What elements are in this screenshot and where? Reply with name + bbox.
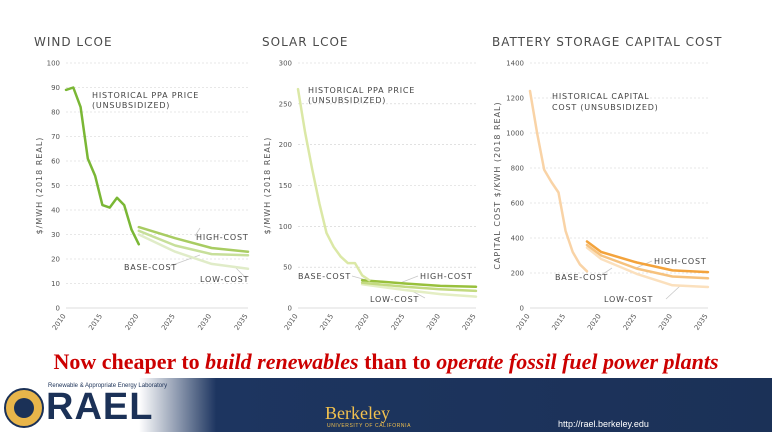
x-tick-label: 2025 <box>622 313 639 332</box>
y-tick-label: 300 <box>279 60 292 68</box>
series-line-base-cost <box>360 281 478 293</box>
x-tick-label: 2015 <box>87 313 104 332</box>
y-tick-label: 1200 <box>506 95 524 103</box>
y-tick-label: 1400 <box>506 60 524 68</box>
chart-title: WIND LCOE <box>34 35 113 49</box>
annotation-historical: HISTORICAL CAPITAL <box>552 92 649 101</box>
y-tick-label: 90 <box>51 84 60 92</box>
y-tick-label: 250 <box>279 100 292 108</box>
annotation-base: BASE-COST <box>298 272 351 281</box>
y-tick-label: 10 <box>51 280 60 288</box>
y-axis-label: CAPITAL COST $/KWH (2018 REAL) <box>493 101 502 269</box>
x-tick-label: 2020 <box>586 313 603 332</box>
annotation-historical2: COST (UNSUBSIDIZED) <box>552 103 659 112</box>
x-tick-label: 2025 <box>390 313 407 332</box>
chart-title: SOLAR LCOE <box>262 35 348 49</box>
annotation-low: LOW-COST <box>370 295 419 304</box>
leader-line <box>665 285 681 300</box>
y-tick-label: 100 <box>279 223 292 231</box>
series-line-historical <box>528 89 589 273</box>
y-tick-label: 0 <box>520 305 524 313</box>
series-line-low-cost <box>585 246 710 289</box>
headline-part-2: build renewables <box>205 349 359 374</box>
y-tick-label: 30 <box>51 231 60 239</box>
annotation-high: HIGH-COST <box>196 233 249 242</box>
chart-2: SOLAR LCOE 0 50 100 150 200 250 300 2010 2015 2020… <box>262 35 478 332</box>
annotation-historical: HISTORICAL PPA PRICE <box>308 86 415 95</box>
x-tick-label: 2010 <box>283 313 300 332</box>
berkeley-logo: Berkeley <box>325 403 390 423</box>
series-line-historical <box>296 87 371 282</box>
annotation-high: HIGH-COST <box>654 257 707 266</box>
y-tick-label: 50 <box>283 264 292 272</box>
uc-seal-icon <box>4 388 44 428</box>
series-line-high-cost <box>137 225 250 253</box>
y-tick-label: 100 <box>47 60 60 68</box>
y-tick-label: 0 <box>288 305 292 313</box>
chart-3: BATTERY STORAGE CAPITAL COST 0 200 400 600 80… <box>492 35 722 332</box>
x-tick-label: 2015 <box>318 313 335 332</box>
series-line-high-cost <box>585 240 710 274</box>
x-tick-label: 2020 <box>354 313 371 332</box>
y-tick-label: 70 <box>51 133 60 141</box>
y-tick-label: 1000 <box>506 130 524 138</box>
series-line-base-cost <box>137 229 250 257</box>
x-tick-label: 2035 <box>233 313 250 332</box>
annotation-historical2: (UNSUBSIDIZED) <box>92 101 170 110</box>
annotation-base: BASE-COST <box>555 273 608 282</box>
y-tick-label: 600 <box>511 200 524 208</box>
y-tick-label: 400 <box>511 235 524 243</box>
rael-subtitle: Renewable & Appropriate Energy Laborator… <box>48 383 168 389</box>
y-tick-label: 800 <box>511 165 524 173</box>
chart-title: BATTERY STORAGE CAPITAL COST <box>492 35 722 49</box>
headline-part-1: Now cheaper to <box>53 349 206 374</box>
rael-logo: RAEL <box>46 386 154 428</box>
y-tick-label: 50 <box>51 182 60 190</box>
series-line-historical <box>64 86 141 246</box>
y-axis-label: $/MWH (2018 REAL) <box>263 137 272 235</box>
x-tick-label: 2035 <box>461 313 478 332</box>
x-tick-label: 2020 <box>124 313 141 332</box>
y-tick-label: 200 <box>511 270 524 278</box>
footer-band <box>0 378 772 432</box>
y-tick-label: 200 <box>279 141 292 149</box>
x-tick-label: 2025 <box>160 313 177 332</box>
headline-part-3: than to <box>358 349 437 374</box>
headline: Now cheaper to build renewables than to … <box>0 349 772 375</box>
annotation-historical2: (UNSUBSIDIZED) <box>308 96 386 105</box>
series-line-base-cost <box>585 243 710 280</box>
x-tick-label: 2010 <box>515 313 532 332</box>
y-tick-label: 150 <box>279 182 292 190</box>
annotation-high: HIGH-COST <box>420 272 473 281</box>
leader-line <box>169 254 201 267</box>
x-tick-label: 2010 <box>51 313 68 332</box>
leader-line <box>599 267 613 277</box>
footer-url[interactable]: http://rael.berkeley.edu <box>558 419 649 429</box>
series-line-low-cost <box>360 283 478 298</box>
leader-line <box>399 275 419 284</box>
annotation-historical: HISTORICAL PPA PRICE <box>92 91 199 100</box>
x-tick-label: 2030 <box>657 313 674 332</box>
y-tick-label: 60 <box>51 158 60 166</box>
x-tick-label: 2015 <box>550 313 567 332</box>
berkeley-subtitle: UNIVERSITY OF CALIFORNIA <box>327 423 412 429</box>
y-axis-label: $/MWH (2018 REAL) <box>35 137 44 235</box>
headline-part-4: operate fossil fuel power plants <box>436 349 719 374</box>
y-tick-label: 80 <box>51 109 60 117</box>
annotation-low: LOW-COST <box>200 275 249 284</box>
y-tick-label: 40 <box>51 207 60 215</box>
x-tick-label: 2030 <box>425 313 442 332</box>
x-tick-label: 2035 <box>693 313 710 332</box>
leader-line <box>194 227 201 237</box>
annotation-base: BASE-COST <box>124 263 177 272</box>
series-line-low-cost <box>137 233 250 271</box>
y-tick-label: 20 <box>51 256 60 264</box>
x-tick-label: 2030 <box>196 313 213 332</box>
annotation-low: LOW-COST <box>604 295 653 304</box>
y-tick-label: 0 <box>56 305 60 313</box>
series-line-high-cost <box>360 278 478 289</box>
